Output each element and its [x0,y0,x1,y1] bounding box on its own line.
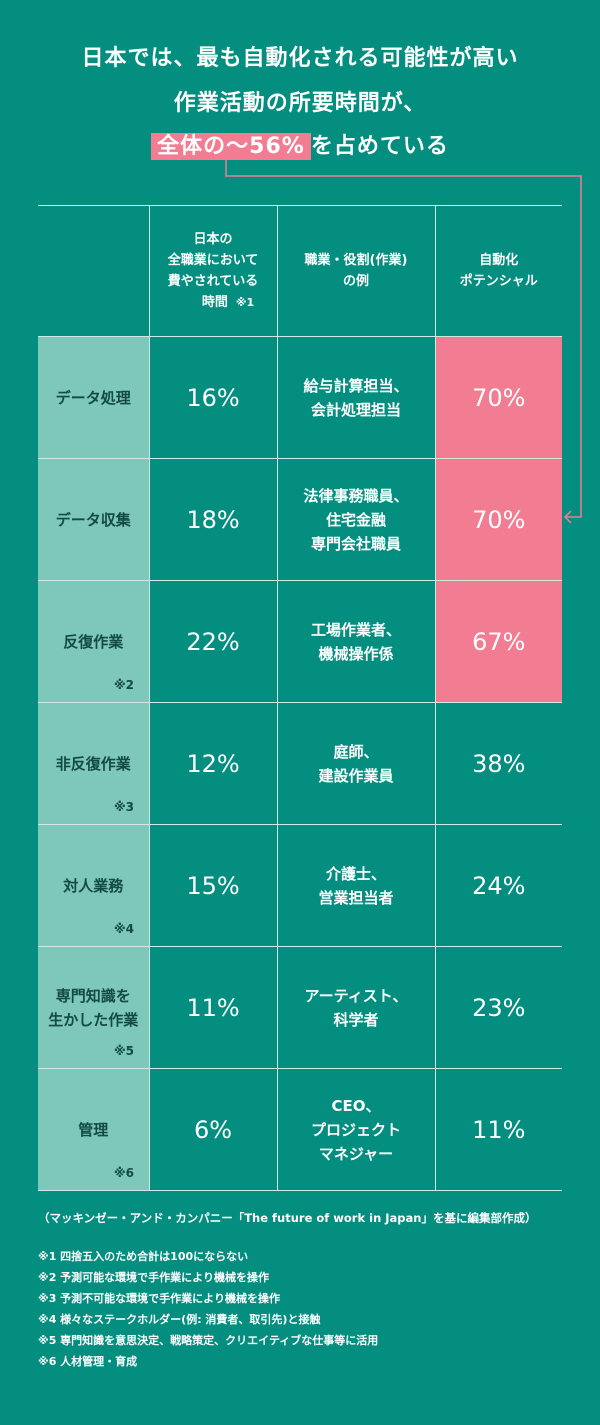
time-share-value: 16% [148,336,277,459]
headline-line-2: 作業活動の所要時間が、 [173,91,427,116]
category-note: ※5 [114,1044,135,1058]
category-label: 非反復作業 [55,754,131,773]
job-example-line: CEO、 [331,1096,381,1115]
row-category: 対人業務 ※4 [38,824,149,947]
automation-potential-value: 11% [434,1068,562,1191]
footnote: ※3 予測不可能な環境で手作業により機械を操作 [38,1292,280,1305]
header-time-word: 時間 [201,295,228,310]
category-label: 専門知識を [55,986,131,1005]
header-jobs-line: 職業・役割(作業) [304,253,408,268]
footnote: ※4 様々なステークホルダー(例: 消費者、取引先)と接触 [38,1313,321,1326]
time-share-value: 22% [148,580,277,703]
header-jobs-line: の例 [342,274,369,289]
job-example-line: 専門会社職員 [310,534,401,553]
automation-potential-value: 70% [434,458,562,581]
row-category: 管理 ※6 [38,1068,149,1191]
time-share-value: 15% [148,824,277,947]
category-label: 管理 [78,1120,109,1139]
job-example-line: 法律事務職員、 [303,486,409,505]
job-example-line: 機械操作係 [318,644,394,663]
source-citation: （マッキンゼー・アンド・カンパニー「The future of work in … [38,1211,537,1225]
header-time-note: ※1 [235,296,255,309]
job-example-line: 工場作業者、 [310,620,401,639]
row-category: 反復作業 ※2 [38,580,149,703]
row-category: データ収集 [38,458,149,581]
footnote: ※2 予測可能な環境で手作業により機械を操作 [38,1271,269,1284]
row-category: データ処理 [38,336,149,459]
table-row: 管理 ※6 6% CEO、 プロジェクト マネジャー 11% [38,1068,562,1191]
table-header-row: 日本の 全職業において 費やされている 時間 ※1 職業・役割(作業) の例 自動… [38,205,562,337]
automation-potential-value: 23% [434,946,562,1069]
time-share-value: 12% [148,702,277,825]
category-label: データ収集 [55,510,131,529]
header-auto-line: 自動化 [479,253,519,268]
job-example-line: 庭師、 [333,742,379,761]
job-examples: CEO、プロジェクト マネジャー [276,1068,435,1191]
header-time-line: 日本の [193,232,233,247]
header-time-line: 全職業において [167,253,259,268]
job-example-line: 介護士、 [325,864,386,883]
time-share-value: 18% [148,458,277,581]
table-row: 非反復作業 ※3 12% 庭師、 建設作業員 38% [38,702,562,825]
table-row: データ処理 16% 給与計算担当、 会計処理担当 70% [38,336,562,459]
table-row: 専門知識を 生かした作業 ※5 11% アーティスト、 科学者 23% [38,946,562,1069]
category-label: データ処理 [55,388,131,407]
table-row: データ収集 18% 法律事務職員、 住宅金融 専門会社職員 70% [38,458,562,581]
job-examples: アーティスト、 科学者 [276,946,435,1069]
category-note: ※6 [114,1166,135,1180]
job-example-line: 営業担当者 [318,888,394,907]
headline-line-3: 全体の～56% を占めている [0,128,600,160]
headline-line-1: 日本では、最も自動化される可能性が高い [81,46,519,71]
category-label: 反復作業 [63,632,124,651]
footnote: ※6 人材管理・育成 [38,1355,138,1368]
job-example-line: プロジェクト [310,1120,401,1139]
header-time-line: 費やされている [167,274,259,289]
category-note: ※3 [114,800,135,814]
headline-highlight: 全体の～56% [151,133,311,160]
header-auto-line: ポテンシャル [459,274,538,289]
footnote: ※1 四捨五入のため合計は100にならない [38,1250,249,1263]
job-example-line: 会計処理担当 [310,400,401,419]
category-label: 対人業務 [63,876,124,895]
header-time-share: 日本の 全職業において 費やされている 時間 ※1 [148,205,277,337]
table-row: 対人業務 ※4 15% 介護士、 営業担当者 24% [38,824,562,947]
header-empty-cell [38,205,149,337]
job-example-line: マネジャー [318,1144,394,1163]
footnotes: ※1 四捨五入のため合計は100にならない ※2 予測可能な環境で手作業により機… [38,1246,578,1372]
job-example-line: アーティスト、 [304,986,408,1005]
row-category: 専門知識を生かした作業 ※5 [38,946,149,1069]
automation-potential-value: 67% [434,580,562,703]
headline-line-3-rest: を占めている [310,134,449,159]
job-example-line: 科学者 [333,1010,379,1029]
category-note: ※4 [114,922,135,936]
automation-table: 日本の 全職業において 費やされている 時間 ※1 職業・役割(作業) の例 自動… [38,205,562,1191]
job-examples: 介護士、 営業担当者 [276,824,435,947]
row-category: 非反復作業 ※3 [38,702,149,825]
header-job-examples: 職業・役割(作業) の例 [276,205,435,337]
footnote: ※5 専門知識を意思決定、戦略策定、クリエイティブな仕事等に活用 [38,1334,379,1347]
header-automation-potential: 自動化 ポテンシャル [434,205,562,337]
category-label: 生かした作業 [48,1010,139,1029]
automation-potential-value: 24% [434,824,562,947]
table-row: 反復作業 ※2 22% 工場作業者、 機械操作係 67% [38,580,562,703]
job-examples: 法律事務職員、 住宅金融専門会社職員 [276,458,435,581]
job-example-line: 建設作業員 [318,766,394,785]
job-examples: 給与計算担当、 会計処理担当 [276,336,435,459]
job-examples: 工場作業者、 機械操作係 [276,580,435,703]
job-example-line: 給与計算担当、 [303,376,409,395]
job-example-line: 住宅金融 [325,510,386,529]
automation-potential-value: 70% [434,336,562,459]
time-share-value: 11% [148,946,277,1069]
header-time-line: 時間 ※1 [150,292,277,313]
time-share-value: 6% [148,1068,277,1191]
automation-potential-value: 38% [434,702,562,825]
category-note: ※2 [114,678,135,692]
job-examples: 庭師、 建設作業員 [276,702,435,825]
